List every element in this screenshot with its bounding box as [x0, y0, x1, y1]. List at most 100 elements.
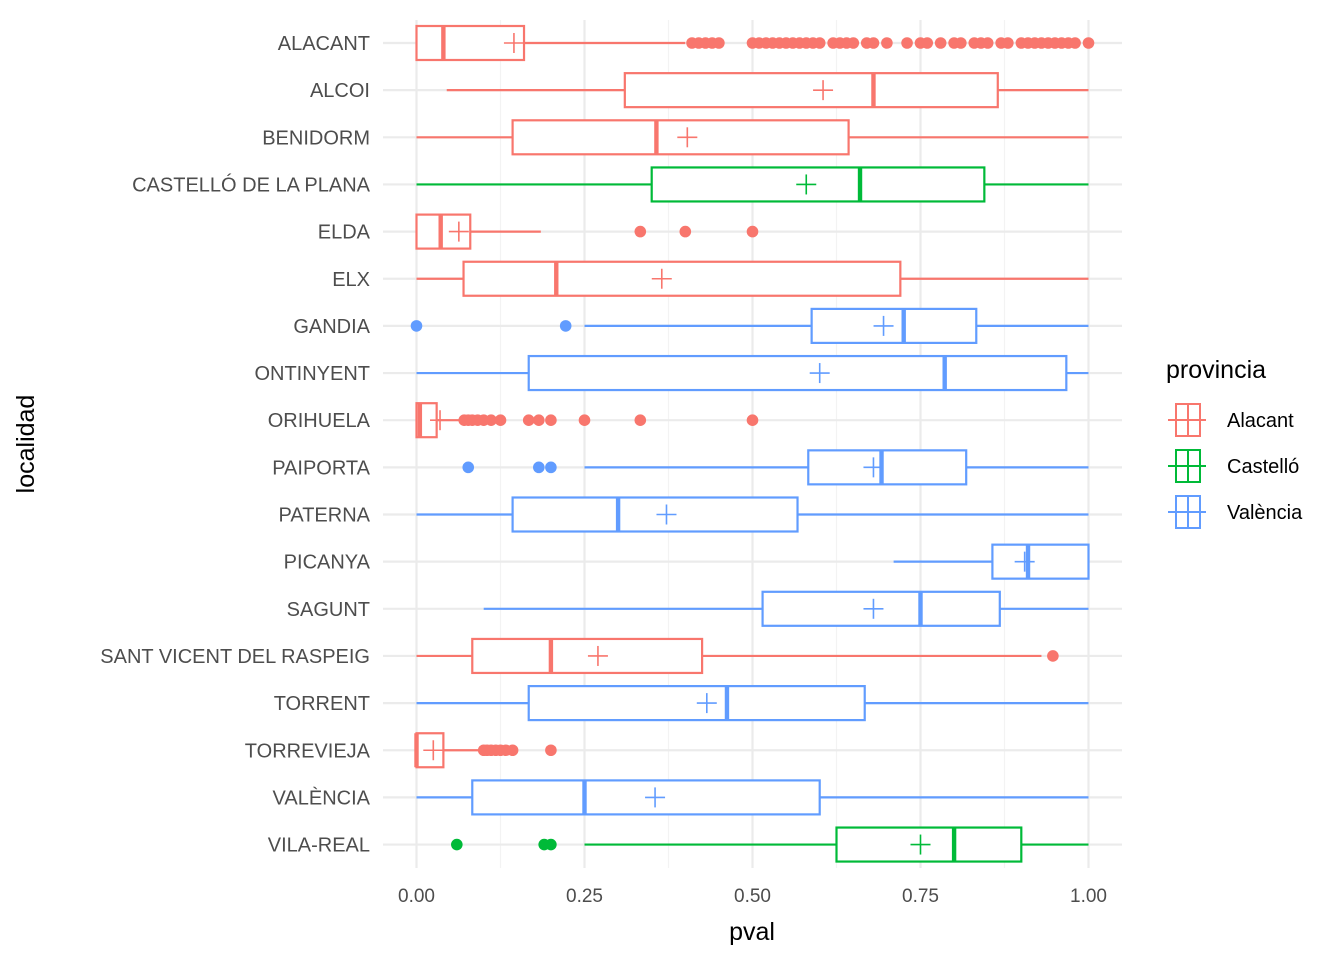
box-vila-real [451, 826, 1089, 863]
y-tick-label: SAGUNT [287, 599, 370, 621]
y-tick-label: ONTINYENT [254, 363, 370, 385]
outlier-point [813, 37, 826, 49]
box-iqr [462, 260, 902, 297]
outlier-point [955, 37, 967, 49]
outlier-point [901, 37, 913, 49]
legend-entry-2: València [1168, 495, 1303, 529]
legend: provincia Alacant Castelló València [1166, 356, 1303, 529]
outlier-point [746, 414, 759, 427]
legend-label: Alacant [1227, 410, 1294, 432]
x-tick-label: 0.00 [398, 886, 435, 907]
y-tick-label: VILA-REAL [268, 835, 370, 857]
outlier-point [1002, 37, 1014, 49]
outlier-point [506, 744, 519, 757]
outlier-point [867, 37, 880, 49]
outlier-point [545, 461, 557, 474]
outlier-point [1082, 37, 1095, 49]
box-iqr [527, 354, 1068, 392]
box-iqr [810, 307, 978, 344]
outlier-point [545, 744, 557, 757]
x-axis-title: pval [729, 918, 775, 946]
outlier-point [533, 461, 545, 474]
x-tick-label: 0.75 [902, 886, 939, 907]
legend-label: València [1227, 502, 1303, 524]
box-iqr [991, 543, 1090, 580]
legend-entries: Alacant Castelló València [1168, 403, 1303, 529]
box-gandia [410, 307, 1089, 344]
box-elx [416, 260, 1089, 297]
box-iqr [650, 166, 986, 203]
legend-title: provincia [1166, 356, 1266, 384]
x-tick-label: 1.00 [1070, 886, 1107, 907]
outlier-point [881, 37, 893, 49]
outlier-point [847, 37, 860, 49]
box-elda [415, 213, 759, 250]
y-tick-label: CASTELLÓ DE LA PLANA [132, 173, 371, 196]
outlier-point [462, 461, 475, 474]
box-torrent [416, 684, 1089, 722]
outlier-point [559, 320, 572, 332]
y-tick-label: SANT VICENT DEL RASPEIG [100, 646, 370, 668]
outlier-point [410, 320, 423, 332]
y-tick-label: ELX [332, 269, 370, 291]
outlier-point [634, 414, 647, 427]
x-tick-label: 0.25 [566, 886, 603, 907]
box-iqr [623, 72, 999, 109]
box-ontinyent [416, 354, 1089, 392]
outlier-point [921, 37, 934, 49]
box-iqr [511, 496, 799, 533]
outlier-point [451, 838, 463, 851]
y-tick-label: ALACANT [278, 33, 370, 55]
y-tick-label: ORIHUELA [268, 410, 371, 432]
box-orihuela [415, 402, 759, 439]
outlier-point [545, 414, 557, 427]
y-tick-label: GANDIA [293, 316, 370, 338]
y-tick-label: TORREVIEJA [245, 740, 371, 762]
legend-label: Castelló [1227, 456, 1299, 478]
y-tick-label: ALCOI [310, 80, 370, 102]
box-val-ncia [416, 779, 1089, 816]
y-axis-tick-labels: ALACANT ALCOI BENIDORM CASTELLÓ DE LA PLANA… [100, 33, 370, 857]
outlier-point [494, 414, 507, 427]
outlier-point [713, 37, 725, 49]
box-torrevieja [414, 732, 557, 769]
box-paterna [416, 496, 1089, 533]
box-paiporta [462, 449, 1089, 486]
y-tick-label: TORRENT [274, 693, 370, 715]
y-tick-label: PAIPORTA [272, 457, 370, 479]
outlier-point [981, 37, 994, 49]
outlier-point [1069, 37, 1081, 49]
outlier-point [746, 225, 759, 238]
box-alcoi [446, 72, 1089, 109]
outlier-point [934, 37, 947, 49]
box-iqr [761, 590, 1001, 627]
y-tick-label: PICANYA [284, 552, 371, 574]
y-tick-label: PATERNA [279, 505, 371, 527]
box-iqr [471, 637, 704, 675]
box-sagunt [483, 590, 1089, 627]
box-iqr [807, 449, 968, 486]
outlier-point [545, 838, 557, 851]
box-iqr [527, 684, 866, 722]
box-benidorm [416, 119, 1089, 156]
outlier-point [522, 414, 535, 427]
outlier-point [634, 225, 647, 238]
y-axis-title: localidad [12, 395, 40, 494]
legend-entry-0: Alacant [1168, 403, 1294, 437]
x-axis-tick-labels: 0.00 0.25 0.50 0.75 1.00 [398, 886, 1107, 907]
box-alacant [415, 24, 1095, 62]
outlier-point [485, 414, 497, 427]
box-castell-de-la-plana [416, 166, 1089, 203]
outlier-point [679, 225, 692, 238]
legend-entry-1: Castelló [1168, 449, 1299, 483]
y-tick-label: VALÈNCIA [273, 786, 371, 809]
y-tick-label: BENIDORM [262, 127, 370, 149]
x-tick-label: 0.50 [734, 886, 771, 907]
outlier-point [533, 414, 545, 427]
plot-area [410, 24, 1095, 863]
box-sant-vicent-del-raspeig [416, 637, 1059, 675]
outlier-point [1047, 650, 1059, 662]
box-picanya [893, 543, 1090, 580]
outlier-point [578, 414, 591, 427]
